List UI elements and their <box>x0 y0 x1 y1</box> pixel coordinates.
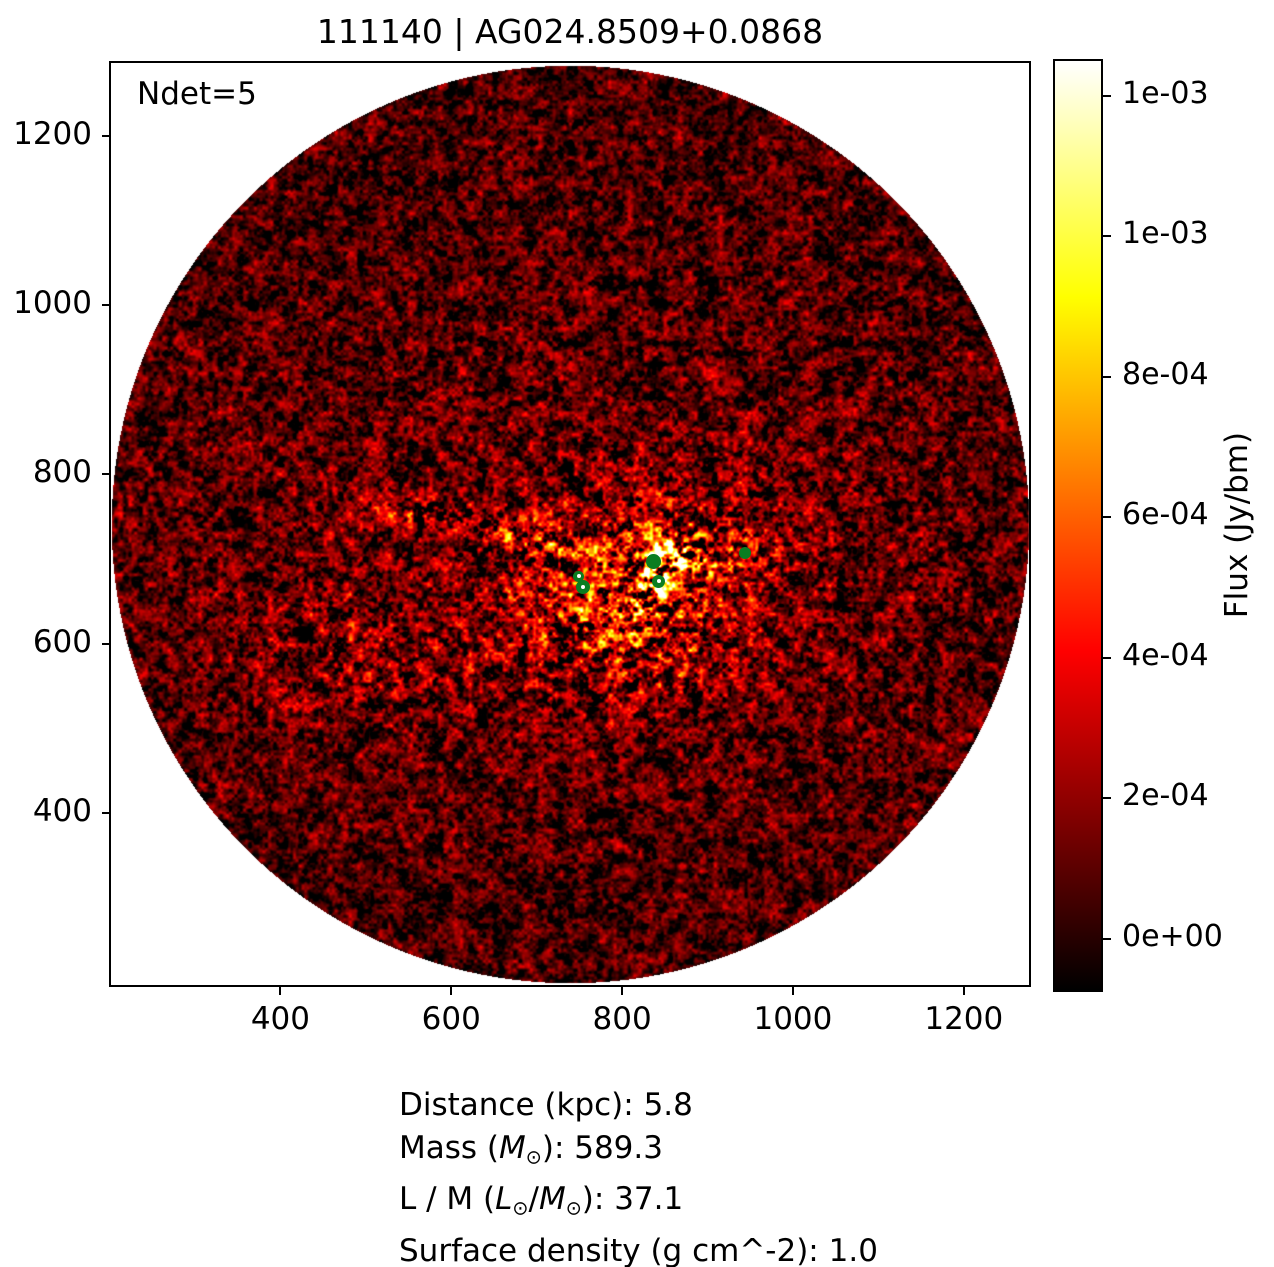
detection-marker <box>739 547 752 560</box>
y-tick-mark <box>102 134 110 137</box>
x-tick-mark <box>621 987 624 995</box>
x-tick-mark <box>962 987 965 995</box>
x-tick-mark <box>450 987 453 995</box>
colorbar-tick-label: 6e-04 <box>1122 497 1209 533</box>
x-tick-label: 1000 <box>753 1001 833 1037</box>
colorbar-tick-mark <box>1103 937 1111 940</box>
info-lm-value: ): 37.1 <box>581 1181 684 1218</box>
y-tick-mark <box>102 304 110 307</box>
x-tick-label: 1200 <box>924 1001 1004 1037</box>
colorbar-tick-mark <box>1103 94 1111 97</box>
info-surface-density-text: Surface density (g cm^-2): 1.0 <box>399 1232 878 1267</box>
colorbar-tick-label: 4e-04 <box>1122 637 1209 673</box>
colorbar <box>1053 59 1103 992</box>
info-lm-slash: / <box>528 1181 539 1218</box>
info-mass-symbol: M <box>538 1181 566 1218</box>
info-lm-pre: L / M ( <box>399 1181 496 1218</box>
detection-marker <box>646 554 662 570</box>
y-tick-mark <box>102 812 110 815</box>
plot-title: 111140 | AG024.8509+0.0868 <box>316 12 824 51</box>
ndet-annotation: Ndet=5 <box>137 76 257 112</box>
marker-center-dot <box>656 579 661 584</box>
y-tick-label: 400 <box>32 793 92 830</box>
info-surface-density: Surface density (g cm^-2): 1.0 <box>399 1230 878 1267</box>
sun-subscript: ⊙ <box>525 1145 542 1169</box>
marker-center-dot <box>580 585 585 590</box>
sun-subscript: ⊙ <box>512 1196 529 1220</box>
y-tick-mark <box>102 642 110 645</box>
info-lum-symbol: L <box>495 1181 513 1218</box>
colorbar-tick-mark <box>1103 235 1111 238</box>
detection-marker <box>573 570 585 582</box>
colorbar-tick-mark <box>1103 797 1111 800</box>
colorbar-label: Flux (Jy/bm) <box>1219 431 1255 619</box>
info-mass-symbol: M <box>499 1130 526 1166</box>
y-tick-label: 1000 <box>13 285 92 322</box>
intensity-map-canvas <box>110 62 1030 986</box>
sun-subscript: ⊙ <box>565 1196 582 1220</box>
info-mass: Mass (M⊙): 589.3 <box>399 1127 878 1178</box>
x-tick-label: 600 <box>421 1001 481 1037</box>
detection-marker <box>575 580 590 595</box>
colorbar-tick-label: 0e+00 <box>1122 918 1223 954</box>
colorbar-tick-label: 1e-03 <box>1122 216 1209 252</box>
x-tick-mark <box>791 987 794 995</box>
colorbar-tick-label: 8e-04 <box>1122 356 1209 392</box>
info-mass-value: ): 589.3 <box>541 1130 663 1166</box>
marker-center-dot <box>576 574 581 579</box>
y-tick-label: 800 <box>32 454 92 491</box>
colorbar-tick-label: 2e-04 <box>1122 778 1209 814</box>
info-distance-text: Distance (kpc): 5.8 <box>399 1087 693 1123</box>
x-tick-label: 400 <box>250 1001 310 1037</box>
colorbar-tick-mark <box>1103 516 1111 519</box>
detection-marker <box>652 574 666 588</box>
y-tick-label: 1200 <box>13 115 92 152</box>
info-mass-pre: Mass ( <box>399 1130 499 1166</box>
info-text-block: Distance (kpc): 5.8 Mass (M⊙): 589.3 L /… <box>399 1084 878 1267</box>
colorbar-tick-mark <box>1103 375 1111 378</box>
y-tick-label: 600 <box>32 623 92 660</box>
y-tick-mark <box>102 473 110 476</box>
colorbar-tick-mark <box>1103 656 1111 659</box>
colorbar-tick-label: 1e-03 <box>1122 75 1209 111</box>
info-lm-ratio: L / M (L⊙/M⊙): 37.1 <box>399 1178 878 1229</box>
x-tick-mark <box>279 987 282 995</box>
x-tick-label: 800 <box>592 1001 652 1037</box>
info-distance: Distance (kpc): 5.8 <box>399 1084 878 1127</box>
